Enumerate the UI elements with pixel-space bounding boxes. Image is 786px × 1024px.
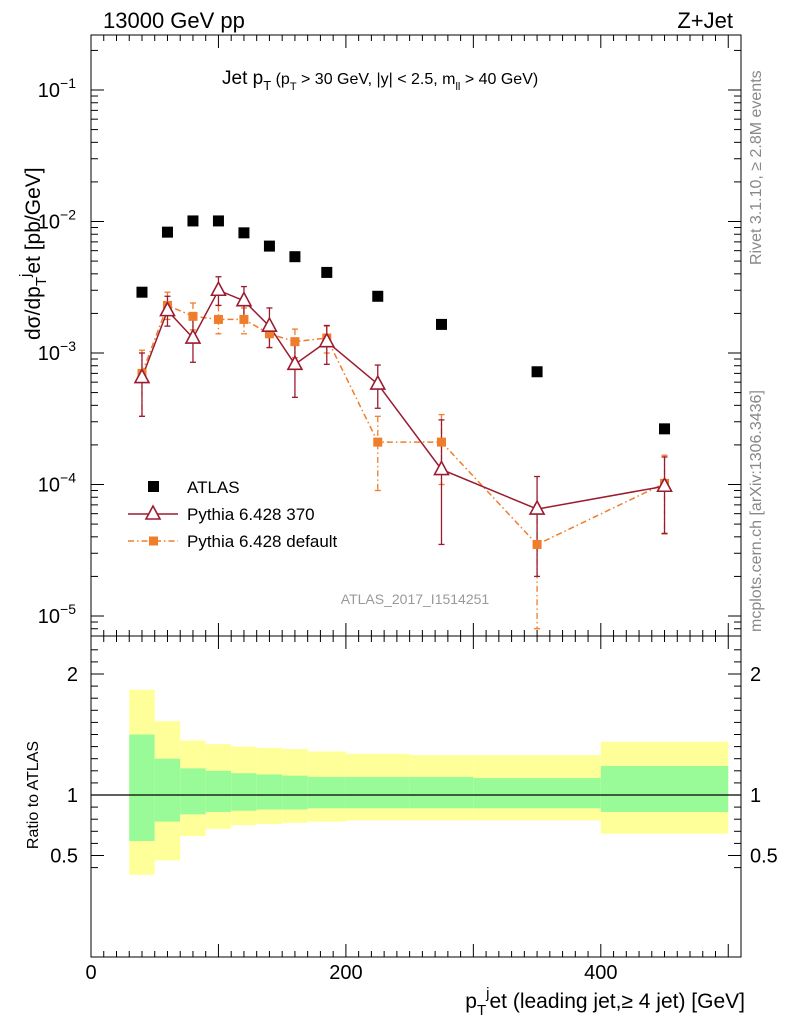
point-atlas xyxy=(263,240,275,252)
point-atlas xyxy=(212,215,224,227)
legend-label: Pythia 6.428 default xyxy=(187,532,338,551)
x-tick-label: 400 xyxy=(584,962,617,984)
point-pythia-370 xyxy=(261,316,278,332)
ratio-xlabel: pTjet (leading jet,≥ 4 jet) [GeV] xyxy=(465,985,745,1019)
point-pythia-default xyxy=(290,337,300,347)
point-atlas xyxy=(161,226,173,238)
title-paren: (p xyxy=(271,71,290,88)
point-pythia-default xyxy=(239,314,249,324)
band-stat xyxy=(231,773,257,811)
band-stat xyxy=(473,778,601,809)
ratio-frame xyxy=(90,635,742,958)
point-atlas xyxy=(372,290,384,302)
legend: ATLAS Pythia 6.428 370 Pythia 6.428 defaul… xyxy=(128,478,338,551)
mcplots-label: mcplots.cern.ch [arXiv:1306.3436] xyxy=(748,390,765,632)
point-atlas xyxy=(435,318,447,330)
legend-marker-default xyxy=(149,536,158,546)
legend-label: Pythia 6.428 370 xyxy=(187,505,315,524)
point-pythia-default xyxy=(373,437,383,447)
band-stat xyxy=(307,776,346,809)
band-stat xyxy=(409,776,474,809)
point-atlas xyxy=(531,366,543,378)
y-tick-label: 10−2 xyxy=(38,207,76,234)
main-ylabel: dσ/dpTjet [pb/GeV] xyxy=(17,167,50,340)
header-left: 13000 GeV pp xyxy=(103,8,245,33)
point-pythia-default xyxy=(264,329,274,339)
title-sub-t2: T xyxy=(290,81,297,93)
x-tick-label: 0 xyxy=(85,962,96,984)
point-atlas xyxy=(659,423,671,435)
point-pythia-370 xyxy=(369,374,387,390)
point-pythia-370 xyxy=(184,328,202,344)
point-pythia-370 xyxy=(318,331,336,348)
y-tick-label: 10−1 xyxy=(38,75,76,102)
point-atlas xyxy=(187,215,199,227)
header-right: Z+Jet xyxy=(677,8,733,33)
y-tick-label: 10−4 xyxy=(38,470,76,497)
title-jet: Jet p xyxy=(222,68,263,89)
band-stat xyxy=(205,770,232,812)
y-tick-label: 10−3 xyxy=(38,338,76,365)
point-pythia-370 xyxy=(133,367,151,384)
point-pythia-370 xyxy=(656,476,673,493)
point-pythia-default xyxy=(436,437,446,447)
point-pythia-370 xyxy=(235,290,253,307)
ratio-ylabel: Ratio to ATLAS xyxy=(25,741,42,849)
main-title: Jet pT (pT > 30 GeV, |y| < 2.5, mll > 40… xyxy=(222,68,538,93)
svg-text:Jet pT (pT > 30 GeV, |y| < 2.5: Jet pT (pT > 30 GeV, |y| < 2.5, mll > 40… xyxy=(222,68,538,93)
ratio-panel: 0 200 400 0.5 0.5 1 1 2 2 Ratio to ATLAS pTjet (… xyxy=(25,635,778,1019)
point-pythia-370 xyxy=(528,499,546,515)
legend-marker-370 xyxy=(144,504,162,520)
point-pythia-370 xyxy=(433,459,450,476)
point-atlas xyxy=(136,286,148,298)
band-stat xyxy=(180,768,206,815)
ratio-y-tick-label: 0.5 xyxy=(50,846,78,868)
legend-marker-atlas xyxy=(148,481,159,492)
point-pythia-default xyxy=(532,539,542,549)
point-atlas xyxy=(321,266,333,278)
title-mass: > 40 GeV) xyxy=(460,71,538,88)
ratio-y-tick-label: 1 xyxy=(67,785,78,807)
band-stat xyxy=(282,775,308,810)
point-atlas xyxy=(238,227,250,239)
title-sub-ll: ll xyxy=(455,81,460,93)
point-pythia-default xyxy=(213,314,223,324)
band-stat xyxy=(129,734,155,841)
ratio-y-tick-label: 2 xyxy=(67,664,78,686)
ratio-y-tick-label-right: 0.5 xyxy=(750,846,778,868)
band-stat xyxy=(256,774,283,810)
point-atlas xyxy=(289,251,301,263)
point-pythia-default xyxy=(188,311,198,321)
title-cuts: > 30 GeV, |y| < 2.5, m xyxy=(297,71,456,88)
band-stat xyxy=(600,765,729,812)
x-tick-label: 200 xyxy=(329,962,362,984)
point-pythia-370 xyxy=(286,354,304,371)
y-tick-label: 10−5 xyxy=(38,601,76,628)
main-panel: 10−510−410−310−210−1 Jet pT (pT > 30 GeV… xyxy=(17,34,742,637)
band-stat xyxy=(345,776,410,809)
legend-label: ATLAS xyxy=(187,478,240,497)
ratio-y-tick-label-right: 1 xyxy=(750,785,761,807)
title-sub-t: T xyxy=(263,78,271,93)
rivet-label: Rivet 3.1.10, ≥ 2.8M events xyxy=(748,70,765,265)
point-pythia-370 xyxy=(210,280,227,297)
series-line xyxy=(141,289,665,510)
analysis-label: ATLAS_2017_I1514251 xyxy=(341,591,490,607)
ratio-y-tick-label-right: 2 xyxy=(750,664,761,686)
point-pythia-370 xyxy=(159,300,176,317)
band-stat xyxy=(154,758,181,822)
